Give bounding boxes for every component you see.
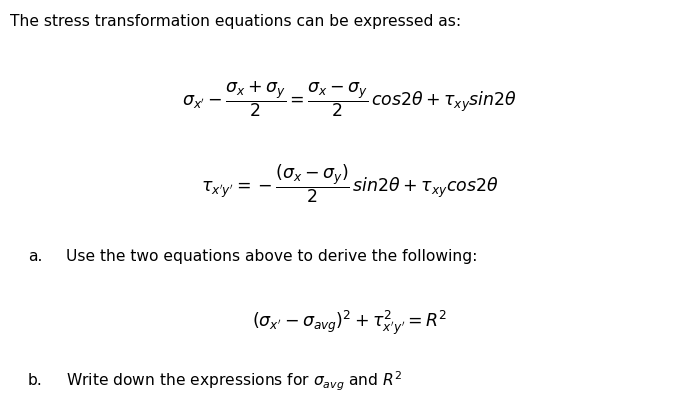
Text: a.: a. [28,249,43,264]
Text: $(\sigma_{x'} - \sigma_{avg})^2 + \tau^2_{x'y'} = R^2$: $(\sigma_{x'} - \sigma_{avg})^2 + \tau^2… [252,309,448,337]
Text: Use the two equations above to derive the following:: Use the two equations above to derive th… [66,249,478,264]
Text: $\tau_{x'y'} = -\dfrac{(\sigma_x - \sigma_y)}{2}\,sin2\theta + \tau_{xy}cos2\the: $\tau_{x'y'} = -\dfrac{(\sigma_x - \sigm… [201,163,499,205]
Text: b.: b. [28,373,43,389]
Text: $\sigma_{x'} - \dfrac{\sigma_x + \sigma_y}{2} = \dfrac{\sigma_x - \sigma_y}{2}\,: $\sigma_{x'} - \dfrac{\sigma_x + \sigma_… [183,79,517,119]
Text: Write down the expressions for $\sigma_{avg}$ and $R^2$: Write down the expressions for $\sigma_{… [66,369,402,393]
Text: The stress transformation equations can be expressed as:: The stress transformation equations can … [10,14,461,29]
